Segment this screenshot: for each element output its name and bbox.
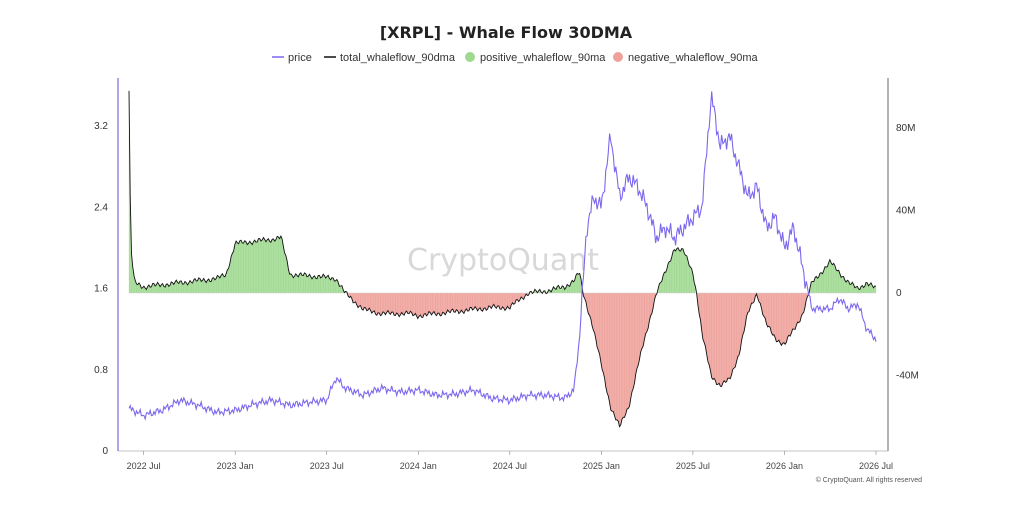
y-right-tick-label: 80M xyxy=(896,123,915,134)
x-tick-label: 2022 Jul xyxy=(127,461,161,471)
y-left-tick-label: 3.2 xyxy=(94,121,108,132)
negative-whaleflow-area xyxy=(348,293,529,319)
x-tick-label: 2023 Jan xyxy=(217,461,254,471)
legend: price total_whaleflow_90dma positive_whale… xyxy=(272,52,759,64)
chart-title: [XRPL] - Whale Flow 30DMA xyxy=(380,23,633,42)
legend-label-positive-whaleflow-90ma: positive_whaleflow_90ma xyxy=(480,52,606,64)
y-right-tick-label: 0 xyxy=(896,288,902,299)
x-tick-label: 2024 Jul xyxy=(493,461,527,471)
x-tick-label: 2025 Jan xyxy=(583,461,620,471)
positive-whaleflow-area xyxy=(129,90,347,294)
price-line xyxy=(128,91,877,421)
credit-text: © CryptoQuant. All rights reserved xyxy=(816,476,922,484)
positive-whaleflow-area xyxy=(810,259,876,293)
x-tick-label: 2024 Jan xyxy=(400,461,437,471)
y-left-tick-label: 2.4 xyxy=(94,202,108,213)
x-tick-label: 2026 Jan xyxy=(766,461,803,471)
plot-area: 0 0.8 1.6 2.4 3.2 -40M 0 40M 80M 2022 Jul 2023 Jan… xyxy=(94,78,919,471)
y-right-tick-label: 40M xyxy=(896,206,915,217)
legend-label-total-whaleflow-90dma: total_whaleflow_90dma xyxy=(340,52,456,64)
positive-whaleflow-area xyxy=(547,273,583,293)
watermark: CryptoQuant xyxy=(407,243,599,278)
legend-swatch-negative-whaleflow-90ma xyxy=(613,52,623,62)
y-right-tick-label: -40M xyxy=(896,371,919,382)
legend-swatch-positive-whaleflow-90ma xyxy=(465,52,475,62)
negative-whaleflow-area xyxy=(696,293,809,387)
x-tick-label: 2023 Jul xyxy=(310,461,344,471)
y-left-tick-label: 0.8 xyxy=(94,365,108,376)
x-tick-label: 2025 Jul xyxy=(676,461,710,471)
negative-whaleflow-area xyxy=(583,293,657,427)
total-whaleflow-line xyxy=(128,90,877,428)
y-left-tick-label: 0 xyxy=(102,446,108,457)
legend-label-price: price xyxy=(288,52,312,64)
x-tick-label: 2026 Jul xyxy=(859,461,893,471)
y-left-tick-label: 1.6 xyxy=(94,284,108,295)
legend-label-negative-whaleflow-90ma: negative_whaleflow_90ma xyxy=(628,52,759,64)
